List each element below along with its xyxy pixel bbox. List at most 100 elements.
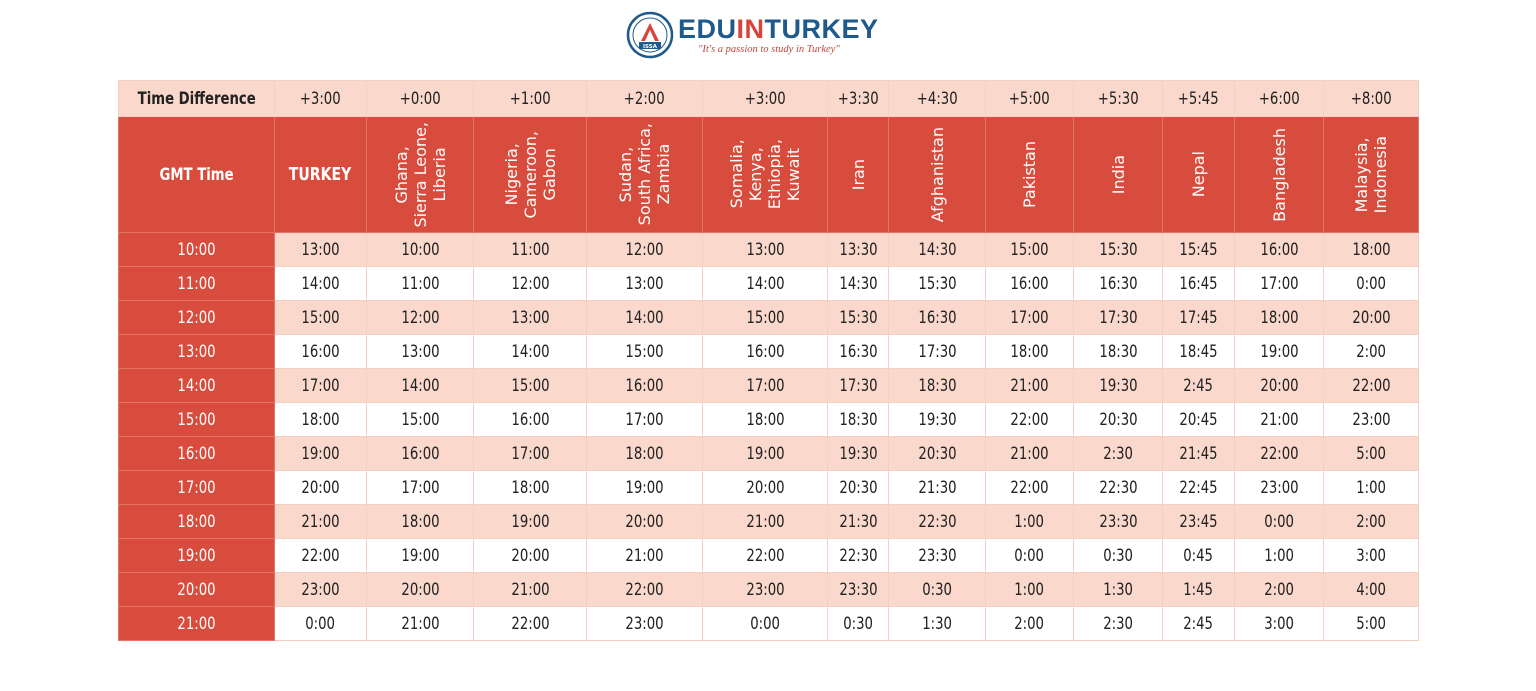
local-time-cell: 19:00 bbox=[586, 470, 703, 505]
time-difference-cell: +4:30 bbox=[888, 80, 986, 117]
local-time-cell: 16:00 bbox=[473, 402, 587, 437]
local-time-cell: 18:30 bbox=[888, 368, 986, 403]
local-time-cell: 17:30 bbox=[1073, 300, 1163, 335]
local-time-cell: 12:00 bbox=[586, 232, 703, 267]
time-difference-cell: +5:45 bbox=[1162, 80, 1235, 117]
local-time-cell: 23:30 bbox=[1073, 504, 1163, 539]
local-time-cell: 17:00 bbox=[1234, 266, 1324, 301]
local-time-cell: 22:00 bbox=[1234, 436, 1324, 471]
local-time-cell: 12:00 bbox=[366, 300, 474, 335]
local-time-cell: 0:00 bbox=[985, 538, 1074, 573]
local-time-cell: 16:00 bbox=[586, 368, 703, 403]
time-difference-cell: +3:30 bbox=[827, 80, 889, 117]
local-time-cell: 11:00 bbox=[366, 266, 474, 301]
local-time-cell: 21:30 bbox=[827, 504, 889, 539]
local-time-cell: 19:00 bbox=[1234, 334, 1324, 369]
gmt-time-cell: 13:00 bbox=[118, 334, 275, 369]
local-time-cell: 20:00 bbox=[274, 470, 367, 505]
country-header-cell: Nepal bbox=[1162, 116, 1235, 233]
local-time-cell: 22:30 bbox=[1073, 470, 1163, 505]
gmt-time-cell: 14:00 bbox=[118, 368, 275, 403]
local-time-cell: 20:00 bbox=[1323, 300, 1419, 335]
country-header-cell: Iran bbox=[827, 116, 889, 233]
local-time-cell: 19:00 bbox=[274, 436, 367, 471]
local-time-cell: 14:00 bbox=[473, 334, 587, 369]
time-difference-cell: +0:00 bbox=[366, 80, 474, 117]
local-time-cell: 21:00 bbox=[473, 572, 587, 607]
local-time-cell: 15:45 bbox=[1162, 232, 1235, 267]
local-time-cell: 13:00 bbox=[274, 232, 367, 267]
local-time-cell: 22:00 bbox=[1323, 368, 1419, 403]
local-time-cell: 20:00 bbox=[1234, 368, 1324, 403]
local-time-cell: 23:00 bbox=[1234, 470, 1324, 505]
local-time-cell: 18:00 bbox=[1234, 300, 1324, 335]
local-time-cell: 16:00 bbox=[1234, 232, 1324, 267]
local-time-cell: 15:30 bbox=[827, 300, 889, 335]
timezone-table: Time Difference +3:00 +0:00 +1:00 +2:00 +3:0… bbox=[118, 80, 1419, 641]
local-time-cell: 0:00 bbox=[274, 606, 367, 641]
local-time-cell: 18:00 bbox=[274, 402, 367, 437]
local-time-cell: 4:00 bbox=[1323, 572, 1419, 607]
local-time-cell: 13:30 bbox=[827, 232, 889, 267]
logo-tagline: "It's a passion to study in Turkey" bbox=[698, 44, 840, 55]
local-time-cell: 1:00 bbox=[1234, 538, 1324, 573]
local-time-cell: 15:00 bbox=[586, 334, 703, 369]
country-header-cell: India bbox=[1073, 116, 1163, 233]
local-time-cell: 22:30 bbox=[888, 504, 986, 539]
local-time-cell: 0:30 bbox=[827, 606, 889, 641]
local-time-cell: 1:00 bbox=[985, 504, 1074, 539]
local-time-cell: 23:30 bbox=[827, 572, 889, 607]
gmt-time-cell: 19:00 bbox=[118, 538, 275, 573]
country-header-cell: Sudan, South Africa, Zambia bbox=[586, 116, 703, 233]
local-time-cell: 17:45 bbox=[1162, 300, 1235, 335]
local-time-cell: 13:00 bbox=[473, 300, 587, 335]
local-time-cell: 2:30 bbox=[1073, 436, 1163, 471]
local-time-cell: 5:00 bbox=[1323, 436, 1419, 471]
local-time-cell: 18:30 bbox=[1073, 334, 1163, 369]
local-time-cell: 20:30 bbox=[827, 470, 889, 505]
gmt-time-cell: 12:00 bbox=[118, 300, 275, 335]
local-time-cell: 15:00 bbox=[274, 300, 367, 335]
local-time-cell: 21:00 bbox=[985, 368, 1074, 403]
local-time-cell: 17:30 bbox=[827, 368, 889, 403]
logo-brand: EDUINTURKEY bbox=[678, 14, 879, 44]
local-time-cell: 22:00 bbox=[985, 402, 1074, 437]
local-time-cell: 22:45 bbox=[1162, 470, 1235, 505]
local-time-cell: 17:00 bbox=[366, 470, 474, 505]
local-time-cell: 17:30 bbox=[888, 334, 986, 369]
local-time-cell: 16:30 bbox=[888, 300, 986, 335]
local-time-cell: 18:00 bbox=[473, 470, 587, 505]
local-time-cell: 2:00 bbox=[1323, 504, 1419, 539]
table-row: 11:00 14:00 11:00 12:00 13:00 14:00 14:30 15:30… bbox=[118, 266, 1419, 301]
local-time-cell: 23:00 bbox=[274, 572, 367, 607]
local-time-cell: 13:00 bbox=[366, 334, 474, 369]
local-time-cell: 14:00 bbox=[586, 300, 703, 335]
local-time-cell: 21:45 bbox=[1162, 436, 1235, 471]
local-time-cell: 0:45 bbox=[1162, 538, 1235, 573]
local-time-cell: 17:00 bbox=[985, 300, 1074, 335]
local-time-cell: 1:30 bbox=[888, 606, 986, 641]
local-time-cell: 23:30 bbox=[888, 538, 986, 573]
local-time-cell: 20:00 bbox=[473, 538, 587, 573]
local-time-cell: 15:00 bbox=[366, 402, 474, 437]
local-time-cell: 20:30 bbox=[888, 436, 986, 471]
country-header-cell: Bangladesh bbox=[1234, 116, 1324, 233]
gmt-time-cell: 11:00 bbox=[118, 266, 275, 301]
local-time-cell: 21:30 bbox=[888, 470, 986, 505]
local-time-cell: 20:00 bbox=[366, 572, 474, 607]
local-time-cell: 22:30 bbox=[827, 538, 889, 573]
local-time-cell: 2:00 bbox=[1323, 334, 1419, 369]
local-time-cell: 12:00 bbox=[473, 266, 587, 301]
time-difference-label: Time Difference bbox=[118, 80, 275, 117]
local-time-cell: 20:00 bbox=[586, 504, 703, 539]
gmt-time-cell: 21:00 bbox=[118, 606, 275, 641]
local-time-cell: 16:00 bbox=[366, 436, 474, 471]
local-time-cell: 15:00 bbox=[985, 232, 1074, 267]
local-time-cell: 15:30 bbox=[888, 266, 986, 301]
country-header-cell: Afghanistan bbox=[888, 116, 986, 233]
local-time-cell: 18:00 bbox=[985, 334, 1074, 369]
local-time-cell: 22:00 bbox=[985, 470, 1074, 505]
local-time-cell: 17:00 bbox=[473, 436, 587, 471]
local-time-cell: 16:00 bbox=[274, 334, 367, 369]
gmt-time-label: GMT Time bbox=[118, 116, 275, 233]
